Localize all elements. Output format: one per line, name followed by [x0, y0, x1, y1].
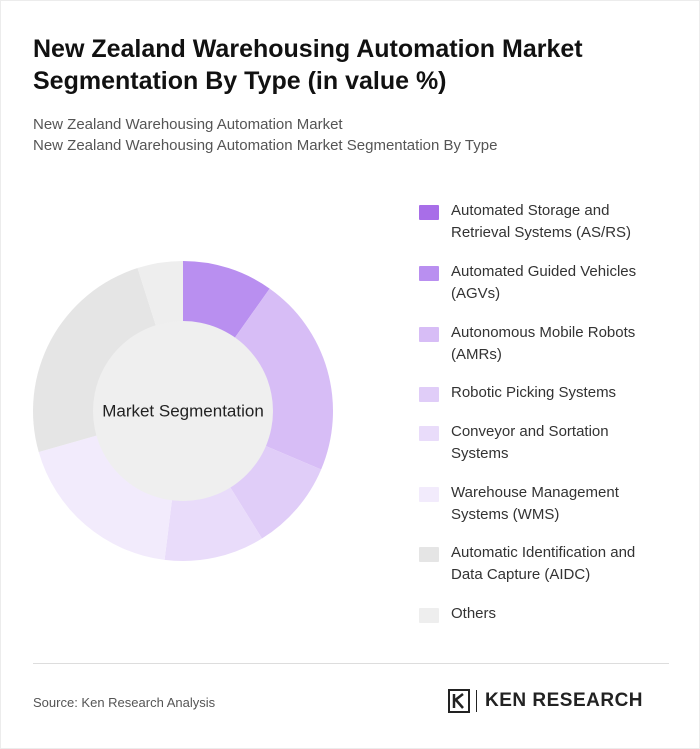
legend-item: Warehouse Management Systems (WMS): [419, 482, 679, 526]
donut-chart: Market Segmentation: [32, 261, 333, 561]
subtitle-line-1: New Zealand Warehousing Automation Marke…: [33, 116, 343, 133]
legend-item: Automated Guided Vehicles (AGVs): [419, 261, 679, 305]
legend-swatch: [419, 547, 439, 562]
center-label: Market Segmentation: [102, 401, 264, 420]
legend-swatch: [419, 487, 439, 502]
ken-logo-icon: [448, 689, 470, 713]
legend-item: Automated Storage and Retrieval Systems (…: [419, 200, 679, 244]
subtitle-line-2: New Zealand Warehousing Automation Marke…: [33, 137, 498, 154]
legend-swatch: [419, 327, 439, 342]
legend-swatch: [419, 608, 439, 623]
legend-item: Others: [419, 603, 679, 625]
legend-label: Robotic Picking Systems: [451, 384, 617, 401]
donut-center: [93, 321, 273, 501]
legend-label: Automated Storage and Retrieval Systems (…: [451, 202, 632, 241]
chart-subtitle: New Zealand Warehousing Automation Marke…: [33, 114, 653, 156]
legend-swatch: [419, 426, 439, 441]
legend-swatch: [419, 387, 439, 402]
legend-item: Automatic Identification and Data Capture…: [419, 542, 679, 586]
logo-separator: [476, 690, 477, 712]
logo-text: KEN RESEARCH: [485, 690, 644, 711]
legend-label: Others: [451, 605, 497, 622]
legend-swatch: [419, 205, 439, 220]
legend-label: Automatic Identification and Data Capture…: [451, 544, 636, 583]
legend-item: Robotic Picking Systems: [419, 382, 679, 404]
legend-label: Automated Guided Vehicles (AGVs): [451, 263, 637, 302]
legend-swatch: [419, 266, 439, 281]
source-note: Source: Ken Research Analysis: [33, 695, 216, 710]
legend-label: Autonomous Mobile Robots (AMRs): [451, 324, 636, 363]
legend-item: Conveyor and Sortation Systems: [419, 421, 679, 465]
footer-divider: [33, 663, 669, 664]
chart-title: New Zealand Warehousing Automation Marke…: [33, 35, 583, 95]
legend-label: Conveyor and Sortation Systems: [451, 423, 609, 462]
ken-research-logo: KEN RESEARCH: [448, 687, 643, 715]
legend-label: Warehouse Management Systems (WMS): [451, 484, 619, 523]
legend-item: Autonomous Mobile Robots (AMRs): [419, 322, 679, 366]
